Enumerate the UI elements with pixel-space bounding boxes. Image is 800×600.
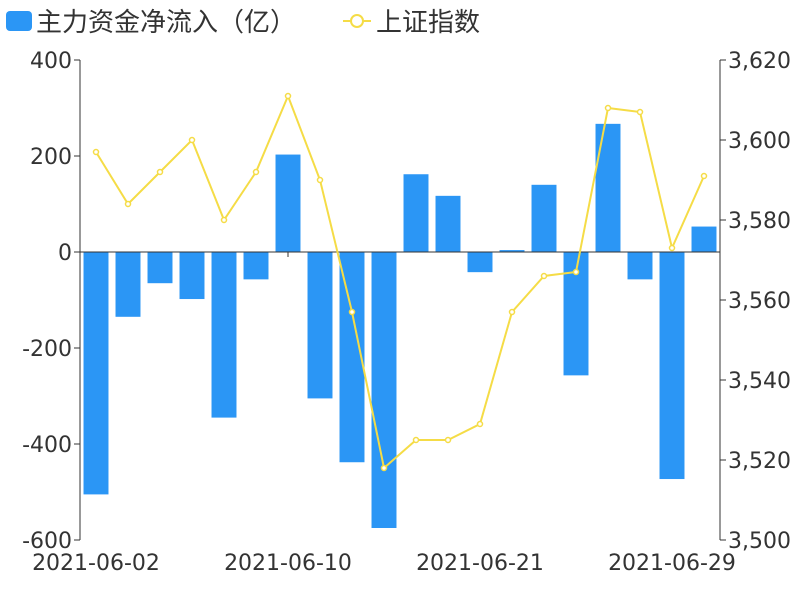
line-point	[668, 244, 676, 252]
left-ticks: 400 200 0 -200 -400 -600	[22, 49, 80, 554]
right-tick-label: 3,560	[728, 289, 791, 314]
bar	[531, 184, 557, 252]
left-tick-label: -600	[22, 529, 72, 554]
line-path	[95, 93, 705, 470]
bar	[371, 252, 397, 528]
bar-series	[83, 123, 717, 528]
legend-bar-label: 主力资金净流入（亿）	[36, 8, 296, 38]
left-tick-label: -200	[22, 337, 72, 362]
bar	[243, 252, 269, 280]
bar	[275, 154, 301, 252]
left-tick-label: 200	[30, 145, 72, 170]
bar	[147, 252, 173, 284]
axes: 400 200 0 -200 -400 -600 3,620 3,600 3,580 3,560…	[22, 49, 791, 576]
right-tick-label: 3,600	[728, 129, 791, 154]
line-point	[124, 200, 132, 208]
line-point	[92, 148, 100, 156]
line-point	[316, 176, 324, 184]
bar	[403, 174, 429, 252]
bar	[83, 252, 109, 495]
bar	[627, 252, 653, 280]
left-tick-label: 0	[58, 241, 72, 266]
x-tick-label: 2021-06-10	[224, 551, 352, 576]
right-tick-label: 3,540	[728, 369, 791, 394]
line-point	[380, 464, 388, 472]
right-tick-label: 3,500	[728, 529, 791, 554]
line-point	[284, 92, 292, 100]
bar	[467, 252, 493, 273]
line-point	[572, 268, 580, 276]
line-point	[636, 108, 644, 116]
bar	[179, 252, 205, 300]
x-tick-label: 2021-06-02	[32, 551, 160, 576]
line-point	[540, 272, 548, 280]
line-point	[476, 420, 484, 428]
legend: 主力资金净流入（亿） 上证指数	[6, 8, 480, 38]
line-point	[700, 172, 708, 180]
right-tick-label: 3,520	[728, 449, 791, 474]
bar	[499, 250, 525, 252]
x-tick-label: 2021-06-21	[416, 551, 544, 576]
line-point	[252, 168, 260, 176]
bar	[211, 252, 237, 418]
line-point	[348, 308, 356, 316]
legend-line-marker	[350, 14, 364, 28]
bar	[659, 252, 685, 480]
line-series	[92, 92, 708, 472]
legend-bar-swatch	[6, 11, 32, 31]
line-point	[508, 308, 516, 316]
bar	[595, 123, 621, 252]
legend-line-label: 上证指数	[376, 8, 480, 38]
line-point	[444, 436, 452, 444]
right-tick-label: 3,580	[728, 209, 791, 234]
right-ticks: 3,620 3,600 3,580 3,560 3,540 3,520 3,500	[720, 49, 791, 554]
line-point	[220, 216, 228, 224]
right-tick-label: 3,620	[728, 49, 791, 74]
line-point	[188, 136, 196, 144]
x-ticks: 2021-06-02 2021-06-10 2021-06-21 2021-06-29	[32, 252, 736, 576]
x-tick-label: 2021-06-29	[608, 551, 736, 576]
bar	[115, 252, 141, 317]
left-tick-label: 400	[30, 49, 72, 74]
bar	[307, 252, 333, 399]
line-point	[412, 436, 420, 444]
bar	[435, 195, 461, 252]
bar	[691, 226, 717, 252]
left-tick-label: -400	[22, 433, 72, 458]
line-point	[604, 104, 612, 112]
line-point	[156, 168, 164, 176]
